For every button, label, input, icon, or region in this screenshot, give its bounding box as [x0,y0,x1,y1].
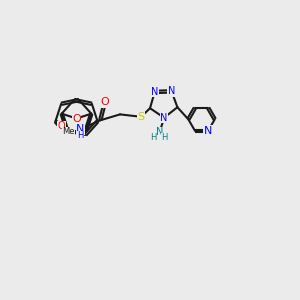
Text: H: H [77,131,84,140]
Text: Me: Me [63,128,75,136]
Text: O: O [100,97,109,107]
Text: N: N [160,113,168,123]
Text: N: N [168,86,175,96]
Text: H: H [150,133,156,142]
Text: O: O [72,113,81,124]
Text: O: O [58,122,66,131]
Text: N: N [76,124,85,134]
Text: S: S [137,112,145,122]
Text: H: H [161,133,167,142]
Text: N: N [151,87,158,97]
Text: N: N [156,127,164,137]
Text: N: N [204,126,212,136]
